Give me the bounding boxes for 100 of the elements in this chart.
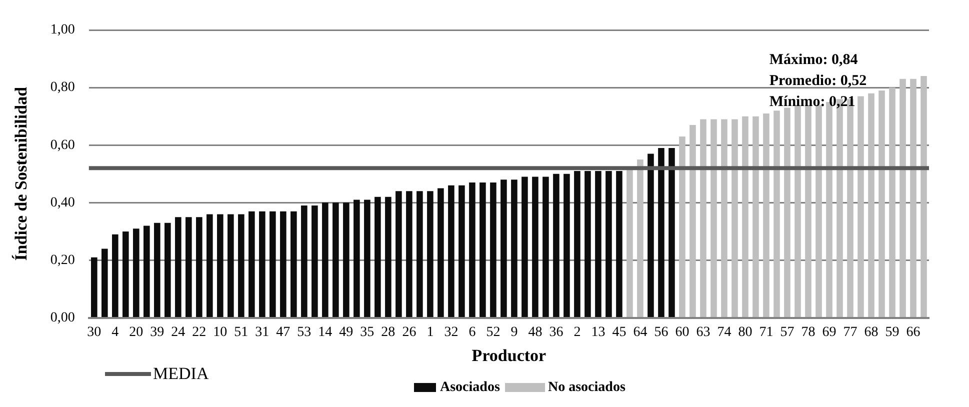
bar bbox=[406, 191, 412, 318]
bar bbox=[553, 174, 560, 318]
x-tick-label: 80 bbox=[738, 324, 752, 340]
bar bbox=[522, 176, 528, 318]
x-tick-label: 2 bbox=[574, 324, 581, 340]
x-tick-label: 48 bbox=[528, 324, 542, 340]
bar bbox=[700, 119, 706, 318]
bar bbox=[584, 171, 591, 318]
bar bbox=[469, 182, 476, 318]
x-tick-label: 32 bbox=[444, 324, 458, 340]
bar bbox=[742, 116, 748, 318]
x-tick-label: 51 bbox=[234, 324, 248, 340]
y-tick-label: 0,80 bbox=[50, 80, 75, 96]
x-tick-label: 28 bbox=[381, 324, 396, 340]
x-tick-label: 4 bbox=[112, 324, 119, 340]
x-tick-label: 1 bbox=[426, 324, 434, 340]
bar bbox=[122, 231, 129, 318]
bar bbox=[112, 234, 118, 318]
x-tick-label: 57 bbox=[780, 324, 794, 340]
bar bbox=[858, 96, 864, 318]
bar bbox=[900, 78, 906, 318]
bar bbox=[690, 124, 696, 318]
bar bbox=[511, 180, 518, 318]
bar bbox=[920, 76, 927, 318]
bar bbox=[626, 168, 633, 318]
x-tick-label: 63 bbox=[696, 324, 710, 340]
legend-label: Asociados bbox=[440, 380, 500, 396]
x-tick-label: 69 bbox=[822, 324, 836, 340]
x-tick-label: 39 bbox=[150, 324, 164, 340]
x-tick-label: 49 bbox=[339, 324, 354, 340]
bar bbox=[616, 171, 622, 318]
bar bbox=[102, 248, 108, 318]
y-axis-title: Índice de Sostenibilidad bbox=[12, 86, 31, 261]
x-tick-label: 10 bbox=[213, 324, 228, 340]
bar bbox=[248, 211, 255, 318]
x-tick-label: 64 bbox=[633, 324, 648, 340]
bar bbox=[710, 119, 717, 318]
bar bbox=[763, 113, 770, 318]
x-tick-label: 26 bbox=[402, 324, 416, 340]
bar bbox=[448, 185, 454, 318]
x-tick-label: 78 bbox=[801, 324, 816, 340]
x-tick-label: 31 bbox=[255, 324, 270, 340]
x-axis-title: Productor bbox=[472, 346, 547, 366]
bar bbox=[164, 222, 171, 318]
bar bbox=[427, 191, 434, 318]
x-tick-label: 52 bbox=[486, 324, 500, 340]
x-tick-label: 22 bbox=[192, 324, 206, 340]
bar bbox=[732, 119, 738, 318]
annotation: Promedio: 0,52 bbox=[769, 72, 867, 89]
bar bbox=[774, 110, 780, 318]
bar bbox=[637, 160, 644, 318]
bar bbox=[322, 202, 328, 318]
bar bbox=[752, 116, 759, 318]
x-tick-label: 36 bbox=[549, 324, 564, 340]
bar bbox=[564, 174, 570, 318]
bar bbox=[280, 211, 286, 318]
x-tick-label: 71 bbox=[759, 324, 774, 340]
x-tick-label: 45 bbox=[612, 324, 626, 340]
x-tick-label: 35 bbox=[360, 324, 374, 340]
x-tick-label: 30 bbox=[87, 324, 102, 340]
x-tick-label: 66 bbox=[906, 324, 920, 340]
bar bbox=[868, 93, 874, 318]
bar bbox=[270, 211, 276, 318]
bar bbox=[175, 217, 182, 318]
bar bbox=[668, 148, 675, 318]
y-tick-label: 1,00 bbox=[50, 22, 75, 38]
x-tick-label: 56 bbox=[654, 324, 668, 340]
bar bbox=[794, 104, 801, 318]
x-tick-label: 6 bbox=[468, 324, 476, 340]
bar bbox=[217, 214, 224, 318]
y-tick-label: 0,20 bbox=[50, 252, 75, 268]
y-tick-label: 0,00 bbox=[50, 310, 75, 326]
x-tick-label: 77 bbox=[843, 324, 858, 340]
legend-label: MEDIA bbox=[153, 364, 209, 384]
legend-label: No asociados bbox=[548, 380, 626, 396]
y-tick-label: 0,40 bbox=[50, 195, 75, 210]
bar bbox=[312, 206, 318, 318]
bar bbox=[290, 211, 297, 318]
bar bbox=[364, 200, 370, 318]
bar bbox=[206, 214, 213, 318]
x-tick-label: 24 bbox=[171, 324, 186, 340]
bar bbox=[595, 171, 602, 318]
bar bbox=[889, 88, 896, 318]
bar bbox=[532, 176, 538, 318]
x-tick-label: 13 bbox=[591, 324, 606, 340]
bar bbox=[805, 104, 812, 318]
bar bbox=[500, 180, 507, 318]
bar bbox=[144, 226, 150, 318]
x-tick-label: 9 bbox=[510, 324, 518, 340]
bar bbox=[133, 228, 140, 318]
x-tick-label: 14 bbox=[318, 324, 332, 340]
bar bbox=[332, 202, 339, 318]
bar bbox=[385, 196, 392, 318]
x-tick-label: 59 bbox=[885, 324, 900, 340]
bar bbox=[480, 182, 486, 318]
bar bbox=[416, 191, 423, 318]
bar bbox=[458, 185, 465, 318]
annotation: Máximo: 0,84 bbox=[769, 52, 858, 68]
bar bbox=[658, 148, 664, 318]
bar bbox=[196, 217, 202, 318]
